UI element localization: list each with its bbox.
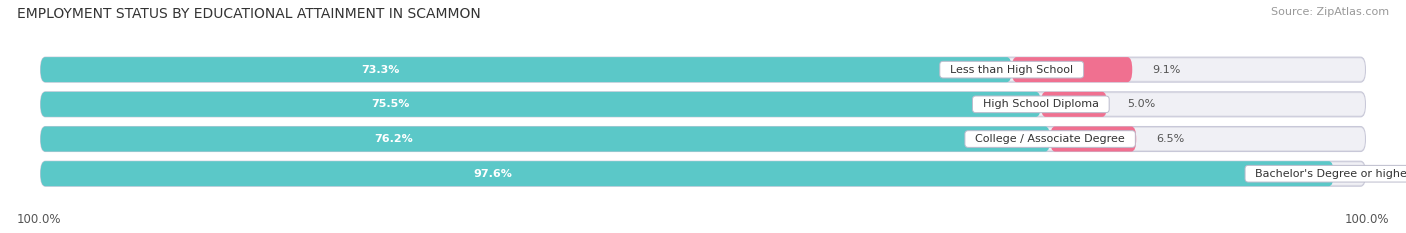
FancyBboxPatch shape xyxy=(41,93,1365,115)
FancyBboxPatch shape xyxy=(41,92,1040,117)
FancyBboxPatch shape xyxy=(1012,57,1132,82)
Text: 76.2%: 76.2% xyxy=(374,134,413,144)
FancyBboxPatch shape xyxy=(41,163,1365,185)
Text: 100.0%: 100.0% xyxy=(17,212,62,226)
FancyBboxPatch shape xyxy=(41,57,1012,82)
Text: Less than High School: Less than High School xyxy=(943,65,1080,75)
FancyBboxPatch shape xyxy=(41,161,1365,186)
Text: 0.0%: 0.0% xyxy=(1354,169,1382,179)
Text: 100.0%: 100.0% xyxy=(1344,212,1389,226)
Text: 97.6%: 97.6% xyxy=(474,169,513,179)
Text: 6.5%: 6.5% xyxy=(1156,134,1184,144)
FancyBboxPatch shape xyxy=(41,57,1365,82)
Text: 9.1%: 9.1% xyxy=(1152,65,1181,75)
FancyBboxPatch shape xyxy=(41,127,1365,151)
FancyBboxPatch shape xyxy=(41,127,1050,151)
Text: High School Diploma: High School Diploma xyxy=(976,99,1107,109)
FancyBboxPatch shape xyxy=(41,92,1365,117)
Text: Bachelor's Degree or higher: Bachelor's Degree or higher xyxy=(1249,169,1406,179)
Text: 75.5%: 75.5% xyxy=(371,99,409,109)
FancyBboxPatch shape xyxy=(41,161,1334,186)
Text: College / Associate Degree: College / Associate Degree xyxy=(969,134,1132,144)
Text: 5.0%: 5.0% xyxy=(1128,99,1156,109)
FancyBboxPatch shape xyxy=(1050,127,1136,151)
FancyBboxPatch shape xyxy=(41,128,1365,150)
Text: EMPLOYMENT STATUS BY EDUCATIONAL ATTAINMENT IN SCAMMON: EMPLOYMENT STATUS BY EDUCATIONAL ATTAINM… xyxy=(17,7,481,21)
Text: 73.3%: 73.3% xyxy=(361,65,399,75)
FancyBboxPatch shape xyxy=(1040,92,1107,117)
Text: Source: ZipAtlas.com: Source: ZipAtlas.com xyxy=(1271,7,1389,17)
FancyBboxPatch shape xyxy=(41,58,1365,81)
